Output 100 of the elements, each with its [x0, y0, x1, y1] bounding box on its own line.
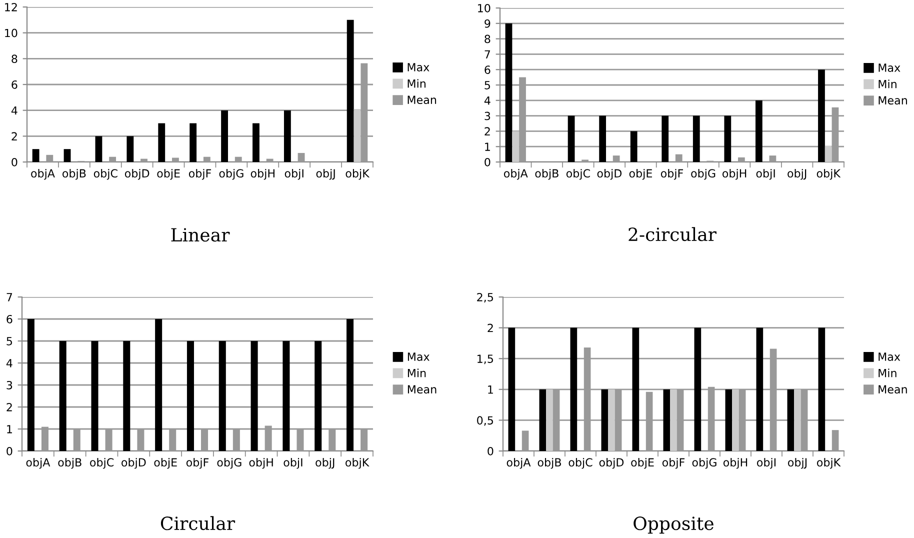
y-tick-label: 8	[12, 54, 18, 64]
x-tick-label: objK	[346, 168, 370, 180]
y-tick-label: 0	[12, 158, 18, 166]
x-tick-label: objH	[249, 458, 273, 469]
x-tick-label: objE	[629, 168, 652, 180]
bar	[64, 149, 71, 162]
bar	[694, 328, 702, 451]
x-tick-label: objI	[757, 458, 776, 469]
x-tick-label: objJ	[788, 168, 806, 180]
y-tick-label: 0	[488, 446, 494, 456]
x-tick-label: objG	[691, 168, 716, 180]
y-tick-label: 1,5	[478, 354, 493, 364]
x-tick-label: objA	[506, 458, 531, 469]
y-tick-label: 3	[6, 380, 12, 390]
x-tick-label: objC	[94, 168, 118, 180]
bar	[662, 116, 669, 162]
x-tick-label: objF	[186, 458, 209, 469]
x-tick-label: objE	[631, 458, 654, 469]
bar	[354, 109, 361, 162]
y-tick-label: 6	[12, 80, 18, 89]
y-tick-label: 0	[484, 158, 490, 166]
y-tick-label: 2	[484, 127, 490, 136]
bar	[608, 389, 615, 451]
legend-label: Min	[408, 79, 426, 88]
y-tick-label: 10	[5, 28, 18, 38]
x-tick-label: objB	[58, 458, 82, 469]
bar	[738, 157, 745, 162]
bar	[787, 389, 794, 451]
x-tick-label: objC	[568, 458, 592, 469]
y-tick-label: 6	[6, 314, 12, 324]
legend-label: Max	[408, 63, 430, 72]
x-tick-label: objJ	[316, 168, 335, 180]
x-tick-label: objG	[692, 458, 716, 469]
x-tick-label: objJ	[316, 458, 334, 469]
x-tick-label: objF	[188, 168, 212, 180]
y-tick-label: 2	[6, 402, 12, 412]
bar	[505, 23, 512, 162]
bar	[190, 123, 197, 162]
x-tick-label: objF	[660, 168, 684, 180]
y-tick-label: 7	[6, 293, 12, 302]
bar	[599, 116, 606, 162]
bar	[95, 136, 102, 162]
x-tick-label: objK	[817, 458, 841, 469]
legend-label: Max	[878, 352, 900, 361]
x-tick-label: objC	[90, 458, 114, 469]
legend-label: Min	[408, 368, 426, 378]
bar	[732, 389, 739, 451]
x-tick-label: objB	[538, 458, 561, 469]
bar	[756, 100, 762, 162]
bar	[186, 341, 194, 451]
bar	[346, 319, 354, 451]
bar	[91, 341, 98, 451]
bar	[512, 131, 520, 162]
y-tick-label: 10	[478, 4, 490, 12]
bar	[284, 110, 291, 162]
bar	[818, 328, 826, 451]
x-tick-label: objH	[722, 168, 746, 180]
bar	[234, 156, 242, 162]
bar	[172, 158, 179, 162]
bar	[601, 389, 608, 451]
bar	[282, 341, 290, 451]
bar	[568, 116, 575, 162]
bar	[824, 146, 832, 162]
y-tick-label: 4	[6, 359, 12, 368]
bar	[140, 158, 148, 162]
y-tick-label: 6	[484, 66, 490, 74]
y-tick-label: 4	[484, 96, 490, 105]
bar	[522, 430, 529, 451]
x-tick-label: objA	[31, 168, 55, 180]
bar	[663, 389, 670, 451]
bar	[769, 156, 776, 162]
bar	[203, 156, 210, 162]
x-tick-label: objG	[217, 458, 242, 469]
x-tick-label: objD	[122, 458, 146, 469]
legend-label: Mean	[878, 96, 907, 105]
text: 2-circular	[628, 227, 717, 242]
y-tick-label: 9	[484, 19, 490, 28]
x-tick-label: objB	[535, 168, 558, 180]
y-tick-label: 2	[12, 132, 17, 140]
x-tick-label: objK	[346, 458, 370, 469]
legend-label: Min	[878, 368, 896, 378]
x-tick-label: objI	[284, 168, 304, 180]
bar	[346, 20, 354, 162]
bar	[508, 328, 516, 451]
y-tick-label: 5	[6, 337, 12, 346]
legend-label: Min	[878, 80, 896, 88]
legend-label: Mean	[878, 385, 907, 394]
y-tick-label: 12	[5, 2, 17, 12]
y-tick-label: 1	[7, 425, 12, 434]
y-tick-label: 2,5	[477, 292, 493, 303]
bar	[27, 319, 34, 451]
bar	[794, 389, 801, 451]
x-tick-label: objC	[566, 168, 590, 180]
bar	[298, 152, 305, 162]
x-tick-label: objA	[26, 458, 50, 469]
bar	[630, 131, 638, 162]
bar	[252, 123, 260, 162]
x-tick-label: objA	[504, 168, 528, 180]
x-tick-label: objK	[816, 168, 841, 180]
bar	[46, 154, 54, 162]
